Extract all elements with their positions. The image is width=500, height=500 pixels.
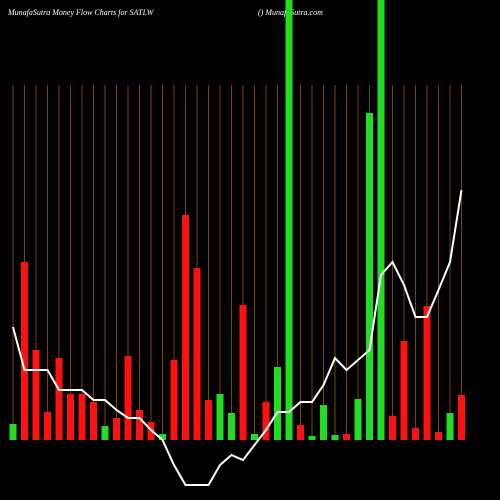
bar xyxy=(67,394,74,440)
bar xyxy=(136,410,143,440)
bar xyxy=(101,426,109,440)
bar xyxy=(159,434,166,440)
bar xyxy=(412,428,419,440)
bar xyxy=(251,434,258,440)
bar xyxy=(389,416,396,440)
bar xyxy=(400,341,408,440)
bar xyxy=(44,412,51,440)
bar xyxy=(90,402,97,440)
bar xyxy=(262,402,270,440)
bar xyxy=(354,399,362,440)
bar xyxy=(274,367,281,440)
bar xyxy=(21,262,28,440)
bar xyxy=(366,113,373,440)
bar xyxy=(124,356,132,440)
bar xyxy=(55,358,63,440)
bar xyxy=(193,268,201,440)
money-flow-line xyxy=(12,189,463,486)
bar xyxy=(113,418,120,440)
bar xyxy=(435,432,442,440)
bar xyxy=(216,394,224,440)
bar xyxy=(9,424,17,440)
bar xyxy=(170,360,178,440)
bar xyxy=(32,350,40,440)
bar xyxy=(297,425,304,440)
bar xyxy=(239,305,247,440)
bar xyxy=(343,434,350,440)
bar xyxy=(182,215,189,440)
bar xyxy=(446,413,454,440)
bar xyxy=(205,400,212,440)
bar xyxy=(377,0,385,440)
chart-title: MunafaSutra Money Flow Charts for SATLW xyxy=(7,8,155,17)
bar xyxy=(458,395,465,440)
bar xyxy=(423,306,431,440)
bar xyxy=(228,413,235,440)
bar xyxy=(320,405,327,440)
bar xyxy=(78,394,86,440)
bar xyxy=(331,435,339,440)
bar xyxy=(285,0,293,440)
bar xyxy=(308,436,316,440)
